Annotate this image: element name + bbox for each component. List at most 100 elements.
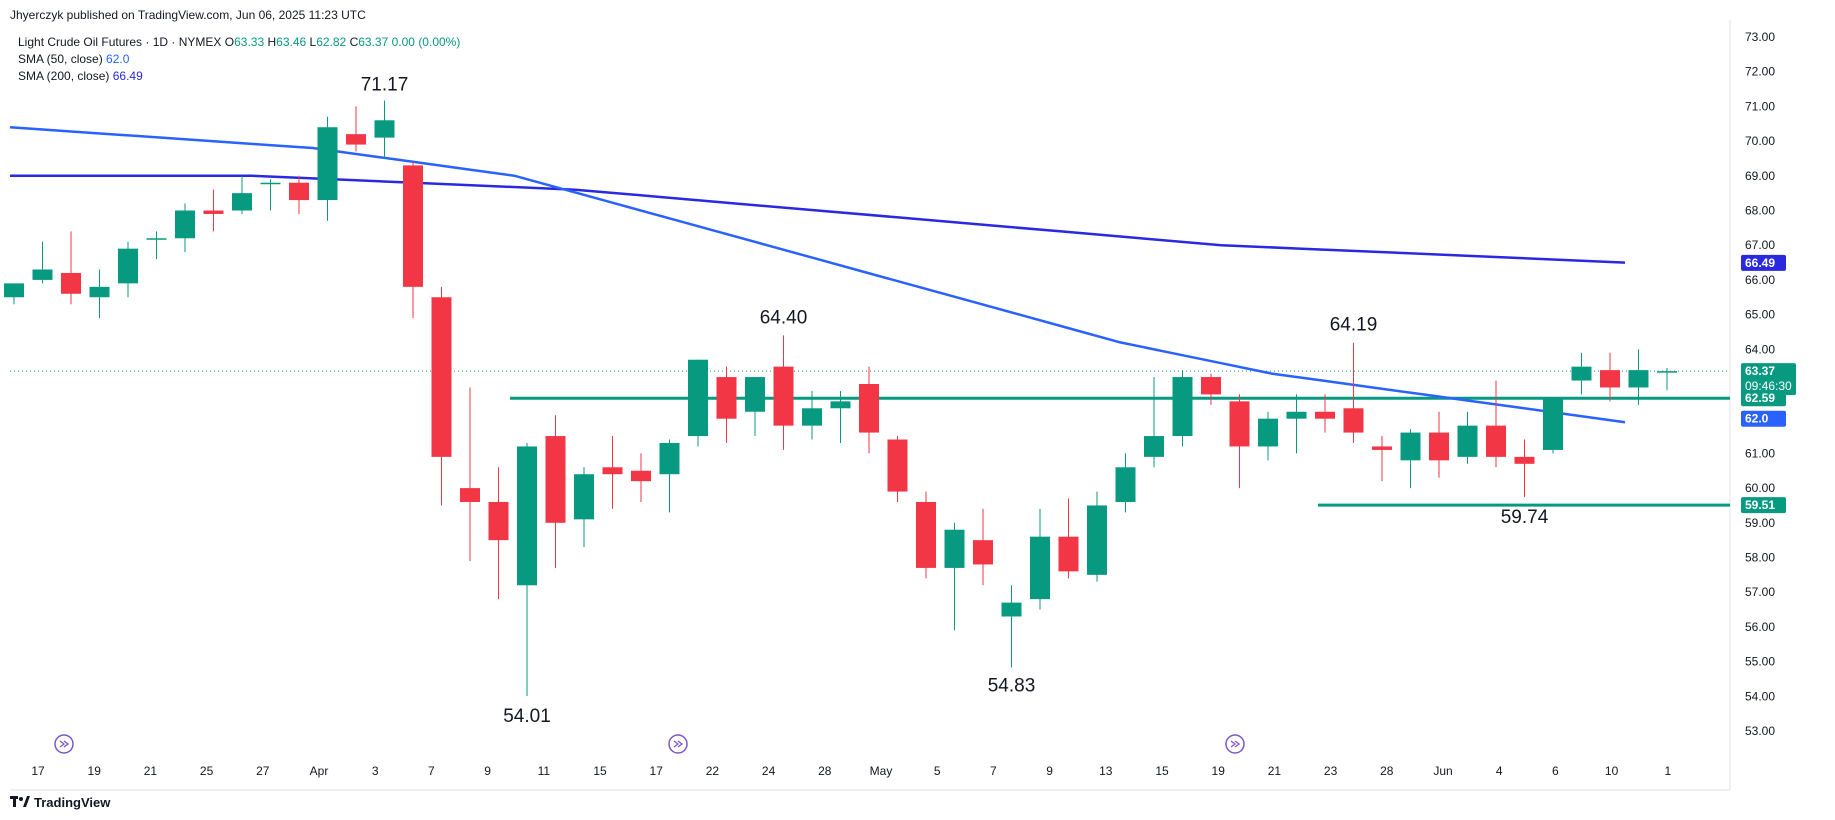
y-tick-label: 71.00 [1745, 99, 1775, 113]
tag-box [1741, 410, 1786, 427]
x-tick-label: May [870, 764, 893, 778]
candle-body [32, 269, 53, 280]
close-value: 63.37 [358, 35, 389, 49]
candles-layer [4, 100, 1677, 696]
sma200-value: 66.49 [112, 69, 143, 83]
candle [175, 203, 195, 253]
x-tick-label: 22 [706, 764, 720, 778]
candle-body [1001, 602, 1022, 617]
x-tick-label: 9 [484, 764, 491, 778]
annotations-layer: 71.17 64.40 54.01 54.83 64.19 59.74 [361, 75, 1549, 727]
candle-body [1543, 397, 1563, 450]
candle [545, 415, 566, 568]
candle-body [317, 127, 338, 201]
price-annotation: 54.83 [988, 675, 1036, 696]
x-tick-label: 21 [144, 764, 158, 778]
x-tick-label: 5 [934, 764, 941, 778]
y-tick-label: 67.00 [1745, 238, 1775, 252]
candle [317, 116, 338, 221]
candle [1030, 508, 1050, 610]
candle-body [944, 529, 965, 568]
x-tick-label: 28 [1380, 764, 1394, 778]
candle-body [1229, 401, 1250, 447]
candle-body [1457, 425, 1478, 457]
x-tick-label: 21 [1268, 764, 1282, 778]
candle [802, 390, 822, 440]
candle [830, 390, 851, 443]
candle [431, 286, 452, 506]
level-tag-lower: 59.51 [1741, 497, 1786, 514]
countdown-text: 09:46:30 [1745, 379, 1792, 393]
axis-layer: 73.00 72.00 71.00 70.00 69.00 68.00 67.00 66.00… [10, 20, 1775, 791]
candle-body [688, 359, 708, 437]
symbol-label: Light Crude Oil Futures · 1D · NYMEX [18, 35, 222, 49]
x-tick-label: 7 [990, 764, 997, 778]
candle [32, 241, 53, 284]
candle [89, 269, 110, 319]
chart-legend: Light Crude Oil Futures · 1D · NYMEX O63… [18, 34, 460, 85]
time-axis: 17 19 21 25 27 Apr 3 7 9 11 15 17 22 24 28 May 5 7 9 13 15 19… [31, 734, 1671, 778]
low-label: L [309, 35, 317, 49]
candle [146, 231, 167, 260]
candle [488, 467, 509, 600]
candle [1628, 349, 1649, 405]
sma50-tag: 62.0 [1741, 410, 1786, 427]
candle-body [4, 283, 24, 298]
x-tick-label: 15 [593, 764, 607, 778]
price-annotation: 64.40 [760, 307, 808, 328]
candle-body [973, 540, 993, 565]
tag-text: 66.49 [1745, 256, 1775, 270]
high-value: 63.46 [276, 35, 307, 49]
candle-body [716, 377, 737, 419]
candle-body [1343, 408, 1364, 433]
y-tick-label: 68.00 [1745, 204, 1775, 218]
y-tick-label: 55.00 [1745, 655, 1775, 669]
price-annotation: 71.17 [361, 75, 409, 96]
candle-body [545, 436, 566, 523]
candle [1343, 342, 1364, 443]
candle [602, 436, 623, 509]
sma200-legend-row[interactable]: SMA (200, close) 66.49 [18, 68, 460, 85]
candle-body [232, 193, 252, 211]
candle [1372, 436, 1392, 482]
x-tick-label: 19 [1212, 764, 1226, 778]
price-annotation: 54.01 [503, 706, 551, 727]
candle [716, 366, 737, 443]
x-tick-label: 7 [428, 764, 435, 778]
y-tick-label: 58.00 [1745, 551, 1775, 565]
candle-body [773, 366, 794, 426]
candle-body [602, 467, 623, 475]
candle [1258, 411, 1278, 461]
candle-body [1315, 411, 1335, 419]
candle [346, 106, 366, 152]
candle-body [431, 297, 452, 457]
candle [1115, 453, 1136, 513]
x-tick-label: 24 [762, 764, 776, 778]
level-tag-upper: 62.59 [1741, 390, 1786, 407]
sma50-legend-row[interactable]: SMA (50, close) 62.0 [18, 51, 460, 68]
candle [1144, 377, 1164, 468]
candle [1457, 411, 1478, 464]
candle-body [118, 248, 138, 284]
candle-body [260, 182, 281, 185]
sma50-line [9, 125, 1626, 424]
tradingview-logo[interactable]: TradingView [10, 795, 110, 810]
symbol-row[interactable]: Light Crude Oil Futures · 1D · NYMEX O63… [18, 34, 460, 51]
candle [61, 231, 81, 305]
candle [1201, 373, 1221, 405]
candle [574, 467, 594, 548]
x-tick-label: 6 [1552, 764, 1559, 778]
candle [916, 491, 936, 579]
candle [1486, 380, 1506, 468]
sma200-tag: 66.49 [1741, 254, 1786, 271]
x-tick-label: 10 [1605, 764, 1619, 778]
y-tick-label: 66.00 [1745, 273, 1775, 287]
y-tick-label: 72.00 [1745, 65, 1775, 79]
sma50-value: 62.0 [106, 52, 130, 66]
tag-box [1741, 254, 1786, 271]
candle [745, 377, 765, 437]
tag-text: 59.51 [1745, 498, 1775, 512]
x-tick-label: 3 [372, 764, 379, 778]
